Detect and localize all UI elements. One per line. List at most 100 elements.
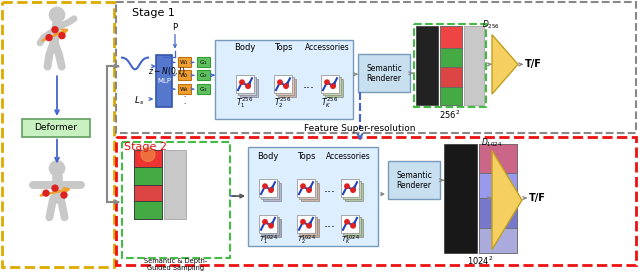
Text: $T_1^{256}$: $T_1^{256}$ bbox=[236, 95, 253, 110]
FancyBboxPatch shape bbox=[178, 57, 191, 67]
FancyBboxPatch shape bbox=[134, 167, 162, 185]
Circle shape bbox=[141, 147, 155, 161]
Circle shape bbox=[43, 190, 49, 196]
Text: ·
·
·: · · · bbox=[184, 87, 186, 107]
Circle shape bbox=[49, 161, 65, 176]
FancyBboxPatch shape bbox=[345, 219, 363, 237]
Circle shape bbox=[351, 188, 355, 192]
FancyBboxPatch shape bbox=[261, 181, 279, 199]
FancyBboxPatch shape bbox=[440, 67, 462, 87]
Circle shape bbox=[263, 184, 268, 188]
Text: G$_3$: G$_3$ bbox=[199, 85, 208, 94]
Circle shape bbox=[61, 192, 67, 198]
FancyBboxPatch shape bbox=[134, 201, 162, 219]
FancyBboxPatch shape bbox=[197, 84, 210, 94]
Circle shape bbox=[307, 224, 311, 228]
FancyBboxPatch shape bbox=[479, 228, 517, 252]
Polygon shape bbox=[492, 35, 518, 94]
Circle shape bbox=[301, 184, 305, 188]
FancyBboxPatch shape bbox=[278, 79, 296, 97]
FancyBboxPatch shape bbox=[343, 181, 361, 199]
Text: $T_2^{256}$: $T_2^{256}$ bbox=[275, 95, 292, 110]
Text: Body: Body bbox=[234, 43, 256, 52]
FancyBboxPatch shape bbox=[345, 183, 363, 201]
Circle shape bbox=[269, 224, 273, 228]
Circle shape bbox=[301, 220, 305, 224]
Text: $z{\sim}N(0,I)$: $z{\sim}N(0,I)$ bbox=[148, 65, 186, 77]
Circle shape bbox=[49, 7, 65, 22]
Text: Accessories: Accessories bbox=[326, 152, 371, 161]
Circle shape bbox=[345, 184, 349, 188]
Text: ...: ... bbox=[303, 78, 315, 91]
FancyBboxPatch shape bbox=[464, 26, 484, 105]
FancyBboxPatch shape bbox=[358, 54, 410, 92]
Circle shape bbox=[269, 188, 273, 192]
FancyBboxPatch shape bbox=[259, 215, 277, 233]
FancyBboxPatch shape bbox=[156, 55, 172, 107]
Text: $T_2^{1024}$: $T_2^{1024}$ bbox=[296, 234, 316, 247]
Circle shape bbox=[278, 80, 282, 84]
Text: $1024^2$: $1024^2$ bbox=[467, 254, 493, 267]
FancyBboxPatch shape bbox=[178, 84, 191, 94]
FancyBboxPatch shape bbox=[388, 161, 440, 199]
FancyBboxPatch shape bbox=[299, 217, 317, 235]
FancyBboxPatch shape bbox=[325, 79, 343, 97]
Circle shape bbox=[345, 220, 349, 224]
Text: W$_1$: W$_1$ bbox=[179, 58, 189, 67]
Text: Tops: Tops bbox=[274, 43, 292, 52]
Circle shape bbox=[325, 80, 329, 84]
FancyBboxPatch shape bbox=[479, 144, 517, 252]
Text: Stage 2: Stage 2 bbox=[124, 141, 167, 152]
FancyBboxPatch shape bbox=[263, 183, 281, 201]
FancyBboxPatch shape bbox=[440, 87, 462, 105]
Circle shape bbox=[59, 33, 65, 39]
Text: Semantic & Depth-
Guided Sampling: Semantic & Depth- Guided Sampling bbox=[145, 258, 207, 271]
FancyBboxPatch shape bbox=[479, 173, 517, 198]
Circle shape bbox=[52, 185, 58, 191]
Text: P: P bbox=[172, 23, 177, 32]
FancyBboxPatch shape bbox=[341, 179, 359, 197]
FancyBboxPatch shape bbox=[22, 119, 90, 137]
FancyBboxPatch shape bbox=[444, 144, 477, 252]
Text: W$_2$: W$_2$ bbox=[179, 71, 189, 80]
Text: Tops: Tops bbox=[297, 152, 316, 161]
FancyBboxPatch shape bbox=[238, 77, 256, 95]
FancyBboxPatch shape bbox=[341, 215, 359, 233]
FancyBboxPatch shape bbox=[343, 217, 361, 235]
FancyBboxPatch shape bbox=[134, 150, 162, 167]
Text: ...: ... bbox=[324, 217, 336, 230]
Text: $L_s$: $L_s$ bbox=[134, 95, 144, 107]
FancyBboxPatch shape bbox=[440, 26, 462, 48]
Text: MLP: MLP bbox=[157, 78, 171, 84]
Text: $T_K^{1024}$: $T_K^{1024}$ bbox=[340, 234, 360, 247]
FancyBboxPatch shape bbox=[236, 75, 254, 93]
FancyBboxPatch shape bbox=[297, 215, 315, 233]
Text: T/F: T/F bbox=[525, 59, 541, 69]
FancyBboxPatch shape bbox=[164, 150, 186, 219]
FancyBboxPatch shape bbox=[440, 48, 462, 67]
Circle shape bbox=[351, 224, 355, 228]
FancyBboxPatch shape bbox=[297, 179, 315, 197]
FancyBboxPatch shape bbox=[321, 75, 339, 93]
FancyBboxPatch shape bbox=[479, 144, 517, 173]
Text: ...: ... bbox=[324, 182, 336, 195]
Text: Deformer: Deformer bbox=[35, 123, 77, 132]
Polygon shape bbox=[492, 150, 522, 249]
Text: W$_3$: W$_3$ bbox=[179, 85, 189, 94]
Text: $T_1^{1024}$: $T_1^{1024}$ bbox=[259, 234, 278, 247]
FancyBboxPatch shape bbox=[248, 147, 378, 246]
Text: Body: Body bbox=[257, 152, 278, 161]
FancyBboxPatch shape bbox=[274, 75, 292, 93]
FancyBboxPatch shape bbox=[215, 40, 353, 119]
Text: T/F: T/F bbox=[529, 193, 545, 203]
Circle shape bbox=[240, 80, 244, 84]
FancyBboxPatch shape bbox=[479, 198, 517, 228]
Text: Feature Super-resolution: Feature Super-resolution bbox=[304, 124, 416, 133]
Text: $D_{1024}$: $D_{1024}$ bbox=[481, 136, 502, 149]
Circle shape bbox=[331, 84, 335, 88]
Text: G$_1$: G$_1$ bbox=[199, 58, 208, 67]
Circle shape bbox=[52, 27, 58, 33]
Text: $D_{256}$: $D_{256}$ bbox=[482, 18, 500, 31]
FancyBboxPatch shape bbox=[301, 219, 319, 237]
Circle shape bbox=[46, 35, 52, 41]
